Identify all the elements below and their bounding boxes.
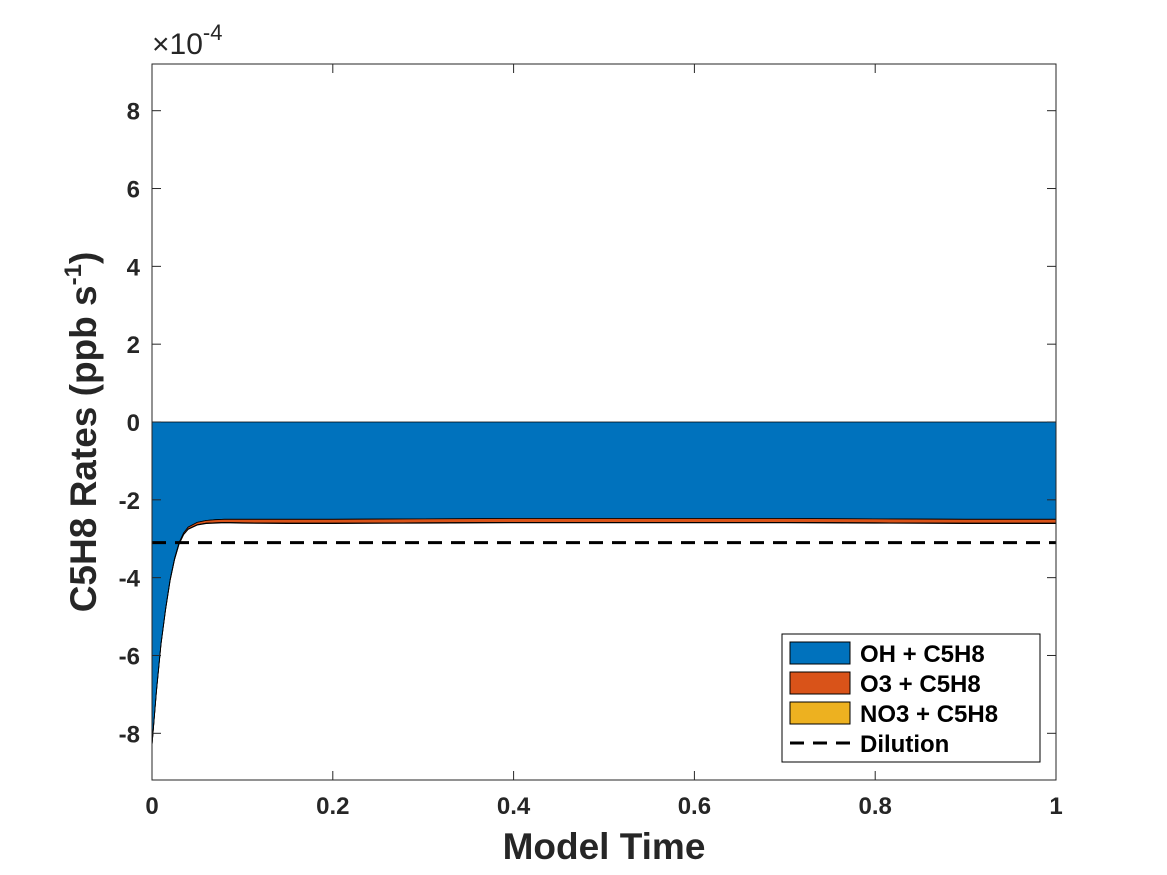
y-tick-label: 8	[127, 99, 140, 126]
y-tick-label: -8	[119, 721, 140, 748]
y-tick-label: -6	[119, 643, 140, 670]
x-tick-label: 0	[145, 793, 158, 820]
y-tick-label: -2	[119, 488, 140, 515]
x-tick-label: 0.8	[859, 793, 892, 820]
y-tick-label: 0	[127, 410, 140, 437]
legend-label-oh-c5h8: OH + C5H8	[860, 641, 985, 668]
y-tick-label: 6	[127, 177, 140, 204]
x-tick-label: 0.4	[497, 793, 531, 820]
tick-marks	[151, 64, 1057, 780]
tick-labels: 0 0.2 0.4 0.6 0.8 1 -8 -6 -4 -2 0 2 4 6 8	[119, 99, 1063, 820]
x-tick-label: 0.6	[678, 793, 711, 820]
legend-label-no3-c5h8: NO3 + C5H8	[860, 701, 998, 728]
legend-label-o3-c5h8: O3 + C5H8	[860, 671, 981, 698]
legend: OH + C5H8 O3 + C5H8 NO3 + C5H8 Dilution	[781, 633, 1041, 763]
y-axis-label-main: C5H8 Rates (ppb s	[63, 285, 104, 612]
y-axis-label: C5H8 Rates (ppb s-1)	[60, 252, 104, 613]
y-multiplier-base: ×10	[152, 28, 203, 61]
x-tick-label: 1	[1049, 793, 1062, 820]
legend-swatch-no3-c5h8	[789, 701, 851, 725]
y-axis-label-close: )	[63, 252, 104, 264]
y-multiplier-exponent: -4	[203, 20, 223, 45]
y-axis-multiplier: ×10-4	[152, 20, 222, 61]
x-axis-label: Model Time	[503, 826, 706, 867]
y-tick-label: 4	[127, 254, 141, 281]
legend-swatch-o3-c5h8	[789, 671, 851, 695]
y-tick-label: 2	[127, 332, 140, 359]
y-axis-label-superscript: -1	[60, 264, 87, 285]
legend-swatch-oh-c5h8	[789, 641, 851, 665]
y-tick-label: -4	[119, 566, 141, 593]
legend-label-dilution: Dilution	[860, 731, 949, 758]
x-tick-label: 0.2	[316, 793, 349, 820]
